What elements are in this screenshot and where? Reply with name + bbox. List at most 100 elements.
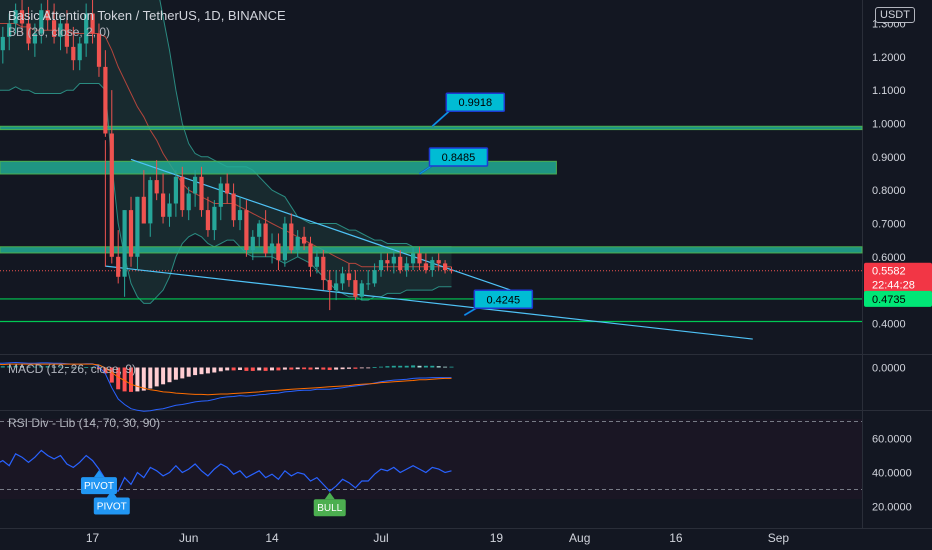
candle-body [218,183,223,207]
last-price-tag [864,262,932,293]
macd-histogram-bar [340,367,345,370]
macd-histogram-bar [180,367,185,379]
candle-body [154,180,159,194]
divergence-label-text: BULL [317,503,342,514]
macd-histogram-bar [45,366,50,368]
axes-layer: 0.40000.50000.60000.70000.80000.90001.00… [86,19,932,545]
candle-body [359,283,364,297]
candle-body [13,10,18,24]
candle-body [32,33,37,44]
macd-histogram-bar [411,365,416,368]
macd-histogram-bar [257,367,262,371]
bb-indicator-label[interactable]: BB (20, close, 2, 0) [8,25,111,39]
macd-histogram-bar [372,367,377,368]
macd-indicator-label[interactable]: MACD (12, 26, close, 9) [8,362,137,376]
price-callout-label: 0.8485 [442,152,476,164]
candle-body [103,66,108,134]
macd-pane[interactable] [0,361,454,412]
price-pane[interactable]: 0.9918 0.8485 0.4245 [0,0,863,340]
macd-histogram-bar [398,365,403,368]
candle-body [417,253,422,264]
macd-histogram-bar [32,366,37,368]
macd-histogram-bar [276,367,281,371]
macd-histogram-bar [135,367,140,392]
macd-histogram-bar [443,366,448,368]
macd-histogram-bar [289,367,294,370]
candle-body [0,36,5,51]
macd-histogram-bar [314,367,319,370]
candle-body [193,176,198,194]
macd-histogram-bar [199,367,204,375]
candle-body [314,256,319,267]
support-price-label: 0.4735 [872,294,906,306]
rsi-line [0,449,452,493]
macd-histogram-bar [129,367,133,392]
candle-body [378,260,384,271]
candle-body [39,10,44,34]
time-axis-tick: 19 [490,531,504,545]
candle-body [423,263,428,271]
candle-body [321,256,326,281]
macd-histogram-bar [321,367,326,370]
candle-body [276,243,281,261]
candle-body [205,210,210,231]
time-axis-tick: 17 [86,531,100,545]
candle-body [90,13,95,34]
candle-body [77,43,82,61]
chart-title: Basic Attention Token / TetherUS, 1D, BI… [8,8,286,23]
macd-histogram-bar [353,367,358,369]
callout-pointer-inner [431,108,452,127]
candle-body [128,210,134,257]
macd-histogram-bar [161,367,166,385]
divergence-label-text: PIVOT [84,481,114,492]
rsi-pane[interactable]: PIVOT PIVOT BULL [0,421,862,517]
rsi-indicator-label[interactable]: RSI Div - Lib (14, 70, 30, 90) [8,416,161,430]
candle-body [180,176,185,211]
candle-body [449,270,454,272]
candle-body [308,243,313,267]
candle-body [385,260,390,264]
macd-histogram-bar [0,366,5,368]
time-axis-tick: Aug [569,531,590,545]
macd-histogram-bar [7,366,12,368]
macd-histogram-bar [212,367,217,373]
candle-body [250,236,255,251]
candle-body [237,210,243,221]
macd-histogram-bar [154,367,159,387]
macd-histogram-bar [84,367,89,368]
candle-body [443,263,448,271]
macd-histogram-bar [359,367,364,369]
candle-body [327,280,332,291]
macd-histogram-bar [13,365,18,368]
candle-body [64,23,69,47]
candle-body [372,270,377,284]
macd-histogram-bar [250,367,255,371]
candle-body [173,176,178,204]
macd-histogram-bar [193,367,198,376]
currency-selector[interactable]: USDT [875,7,915,23]
macd-histogram-bar [218,367,223,372]
candle-body [391,256,396,264]
candle-body [269,243,275,254]
candle-body [186,193,191,211]
candle-body [282,223,287,261]
macd-histogram-bar [379,366,383,368]
macd-histogram-bar [52,366,57,368]
resistance-zone [0,246,863,254]
macd-histogram-bar [263,367,268,371]
macd-histogram-bar [71,367,76,369]
macd-histogram-bar [404,365,409,368]
candle-body [263,223,268,254]
macd-histogram-bar [295,367,300,370]
price-axis-tick: 0.4000 [872,318,906,330]
candle-body [109,133,114,257]
candle-body [122,210,127,277]
candle-body [334,283,339,291]
macd-histogram-bar [173,367,178,380]
candle-body [7,23,12,37]
macd-histogram-bar [366,367,371,369]
candle-body [398,256,403,271]
macd-histogram-bar [417,365,422,368]
macd-histogram-bar [39,366,44,368]
